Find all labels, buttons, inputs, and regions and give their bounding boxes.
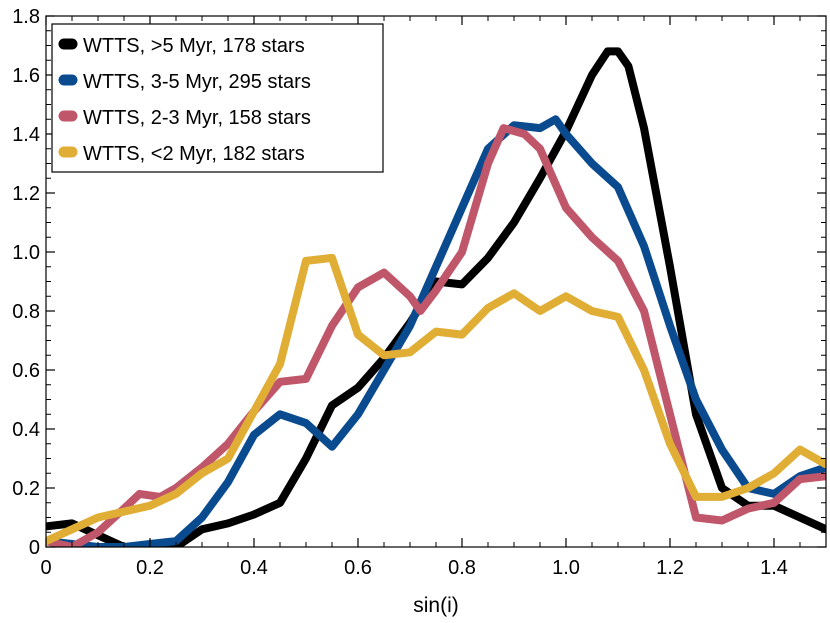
x-tick-label: 1.2 — [656, 557, 684, 579]
y-tick-label: 0.2 — [12, 478, 40, 500]
y-tick-label: 1.6 — [12, 65, 40, 87]
y-tick-label: 0.8 — [12, 301, 40, 323]
y-tick-label: 0.6 — [12, 360, 40, 382]
legend-box — [51, 23, 384, 173]
legend-label-2: WTTS, 2-3 Myr, 158 stars — [83, 107, 311, 129]
y-tick-label: 0.4 — [12, 419, 40, 441]
legend-items: WTTS, >5 Myr, 178 stars WTTS, 3-5 Myr, 29… — [58, 35, 311, 165]
x-tick-label: 0.4 — [240, 557, 268, 579]
y-tick-label: 1.0 — [12, 242, 40, 264]
x-tick-label: 0 — [40, 557, 51, 579]
x-tick-label: 1.4 — [760, 557, 788, 579]
tick-labels-layer: 0 0.2 0.4 0.6 0.8 1.0 1.2 1.4 1.6 1.8 0 0.2 0.4 0.6 0.… — [12, 6, 788, 579]
series-line-3 — [46, 253, 826, 546]
y-tick-label: 1.8 — [12, 6, 40, 28]
legend-label-0: WTTS, >5 Myr, 178 stars — [83, 35, 305, 57]
legend-label-1: WTTS, 3-5 Myr, 295 stars — [83, 71, 311, 93]
x-tick-label: 0.6 — [344, 557, 372, 579]
legend-label-3: WTTS, <2 Myr, 182 stars — [83, 143, 305, 165]
x-axis-title: sin(i) — [413, 594, 459, 617]
y-tick-label: 1.4 — [12, 124, 40, 146]
y-tick-label: 1.2 — [12, 183, 40, 205]
x-tick-label: 0.8 — [448, 557, 476, 579]
series-layer — [46, 47, 826, 547]
y-tick-label: 0 — [29, 537, 40, 559]
legend: WTTS, >5 Myr, 178 stars WTTS, 3-5 Myr, 29… — [51, 23, 384, 173]
series-line-2 — [46, 124, 826, 547]
x-tick-label: 0.2 — [136, 557, 164, 579]
series-line-1 — [46, 115, 826, 547]
x-tick-label: 1.0 — [552, 557, 580, 579]
